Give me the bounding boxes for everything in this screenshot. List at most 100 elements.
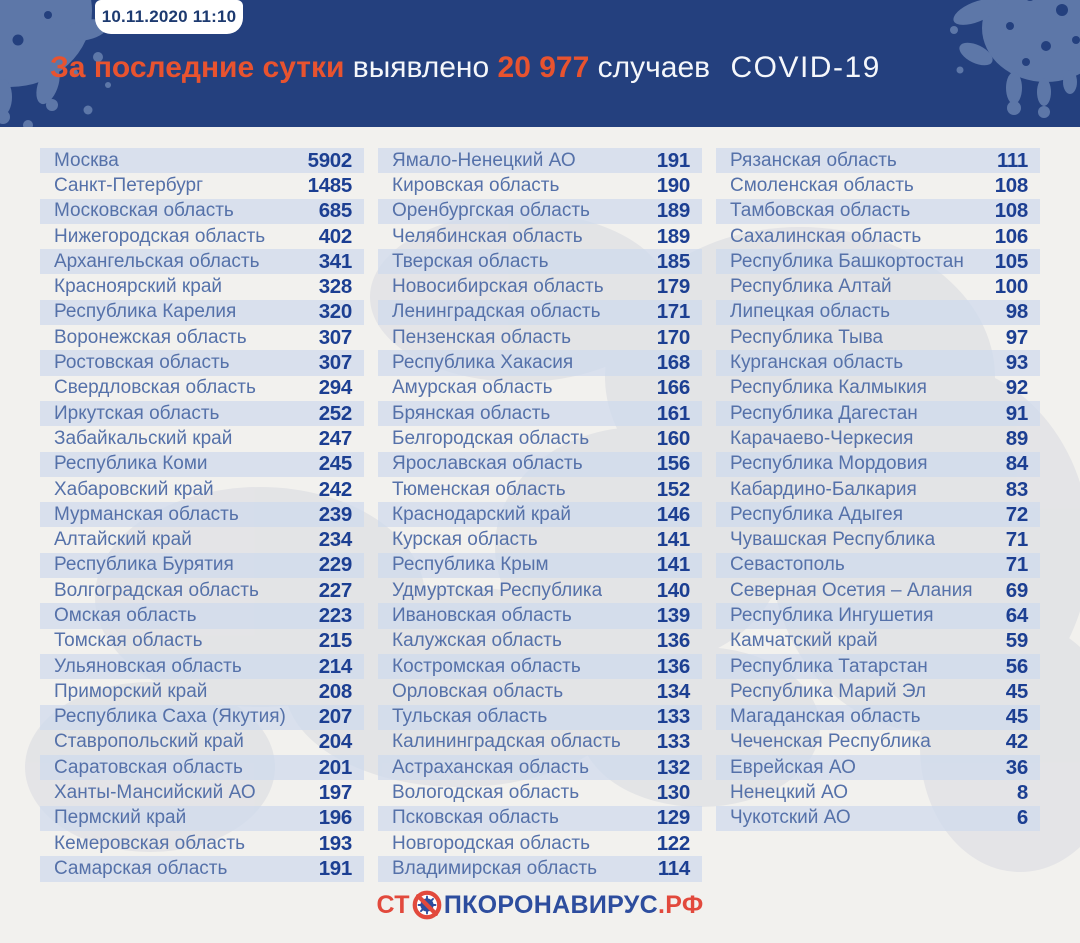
table-row: Северная Осетия – Алания 69: [716, 578, 1040, 603]
table-row: Магаданская область 45: [716, 704, 1040, 730]
region-value: 6: [1016, 806, 1028, 830]
logo-text-main: ПКОРОНАВИРУС: [443, 890, 658, 919]
table-row: Санкт-Петербург 1485: [40, 173, 364, 198]
table-row: Брянская область 161: [378, 400, 702, 427]
region-name: Ярославская область: [392, 453, 583, 475]
region-value: 242: [318, 477, 353, 501]
region-value: 341: [318, 249, 353, 273]
region-value: 161: [656, 401, 691, 425]
region-name: Сахалинская область: [730, 225, 922, 247]
region-value: 190: [656, 173, 691, 197]
table-row: Тверская область 185: [378, 249, 702, 275]
region-name: Омская область: [54, 604, 197, 626]
region-name: Брянская область: [392, 402, 551, 424]
region-value: 204: [318, 730, 353, 754]
region-name: Чукотский АО: [730, 807, 851, 829]
region-value: 56: [1005, 654, 1029, 678]
table-row: Москва 5902: [40, 148, 364, 174]
region-name: Костромская область: [392, 655, 581, 677]
table-row: Камчатский край 59: [716, 629, 1040, 654]
table-row: Смоленская область 108: [716, 173, 1040, 198]
region-name: Еврейская АО: [730, 756, 856, 778]
table-row: Ярославская область 156: [378, 451, 702, 477]
table-row: Республика Хакасия 168: [378, 350, 702, 376]
region-value: 105: [994, 249, 1029, 273]
region-value: 179: [656, 275, 691, 299]
region-value: 201: [318, 755, 353, 779]
table-row: Владимирская область 114: [378, 856, 702, 882]
region-name: Пензенская область: [392, 326, 571, 348]
region-name: Амурская область: [392, 377, 553, 399]
region-name: Рязанская область: [730, 149, 897, 171]
region-name: Москва: [54, 149, 119, 171]
region-value: 84: [1005, 452, 1029, 476]
table-row: Московская область 685: [40, 198, 364, 224]
region-value: 72: [1005, 502, 1029, 526]
table-row: Алтайский край 234: [40, 527, 364, 552]
region-name: Астраханская область: [392, 756, 590, 778]
table-row: Ямало-Ненецкий АО 191: [378, 148, 702, 174]
region-name: Ставропольский край: [54, 731, 244, 753]
table-row: Чеченская Республика 42: [716, 730, 1040, 755]
region-value: 106: [994, 224, 1029, 248]
region-name: Псковская область: [392, 807, 559, 829]
region-name: Республика Татарстан: [730, 655, 928, 677]
table-row: Свердловская область 294: [40, 376, 364, 401]
table-row: Приморский край 208: [40, 679, 364, 704]
region-name: Краснодарский край: [392, 503, 571, 525]
region-value: 130: [656, 781, 691, 805]
region-name: Республика Карелия: [54, 301, 237, 323]
region-name: Приморский край: [54, 680, 208, 702]
region-name: Санкт-Петербург: [54, 174, 204, 196]
table-row: Ивановская область 139: [378, 603, 702, 629]
stopcoronavirus-logo: СТ ПКОРОНАВИРУС .РФ: [0, 889, 1080, 921]
region-value: 171: [656, 300, 691, 324]
region-name: Кабардино-Балкария: [730, 478, 917, 500]
region-name: Орловская область: [392, 680, 564, 702]
table-row: Тюменская область 152: [378, 477, 702, 502]
region-name: Хабаровский край: [54, 478, 214, 500]
region-value: 227: [318, 578, 353, 602]
region-value: 141: [656, 553, 691, 577]
region-name: Новгородская область: [392, 832, 590, 854]
date-badge-label: 10.11.2020 11:10: [101, 7, 237, 26]
table-row: Ненецкий АО 8: [716, 780, 1040, 805]
region-name: Республика Саха (Якутия): [54, 706, 286, 728]
region-value: 247: [318, 426, 353, 450]
table-row: Нижегородская область 402: [40, 224, 364, 249]
region-value: 223: [318, 603, 353, 627]
region-value: 89: [1005, 426, 1029, 450]
region-name: Севастополь: [730, 554, 845, 576]
region-value: 122: [656, 831, 691, 855]
table-row: Курская область 141: [378, 527, 702, 552]
table-row: Воронежская область 307: [40, 325, 364, 350]
table-row: Республика Мордовия 84: [716, 451, 1040, 477]
region-value: 146: [656, 502, 691, 526]
region-name: Курская область: [392, 529, 538, 551]
table-row: Республика Ингушетия 64: [716, 603, 1040, 629]
region-name: Свердловская область: [54, 377, 256, 399]
region-value: 685: [318, 199, 353, 223]
table-row: Курганская область 93: [716, 350, 1040, 376]
region-name: Тюменская область: [392, 478, 566, 500]
region-value: 111: [996, 148, 1028, 172]
table-row: Республика Крым 141: [378, 552, 702, 579]
region-name: Чувашская Республика: [730, 529, 936, 551]
table-row: Тамбовская область 108: [716, 198, 1040, 224]
table-row: Амурская область 166: [378, 376, 702, 401]
region-name: Ханты-Мансийский АО: [54, 782, 256, 804]
region-name: Тульская область: [392, 706, 548, 728]
table-row: Краснодарский край 146: [378, 502, 702, 528]
region-name: Республика Башкортостан: [730, 250, 964, 272]
region-name: Калужская область: [392, 630, 562, 652]
region-value: 42: [1005, 730, 1029, 754]
region-name: Воронежская область: [54, 326, 247, 348]
region-name: Удмуртская Республика: [392, 579, 603, 601]
table-row: Челябинская область 189: [378, 224, 702, 249]
table-row: Орловская область 134: [378, 679, 702, 704]
region-name: Пермский край: [54, 807, 187, 829]
table-row: Хабаровский край 242: [40, 477, 364, 502]
region-value: 69: [1005, 578, 1029, 602]
region-name: Вологодская область: [392, 782, 580, 804]
